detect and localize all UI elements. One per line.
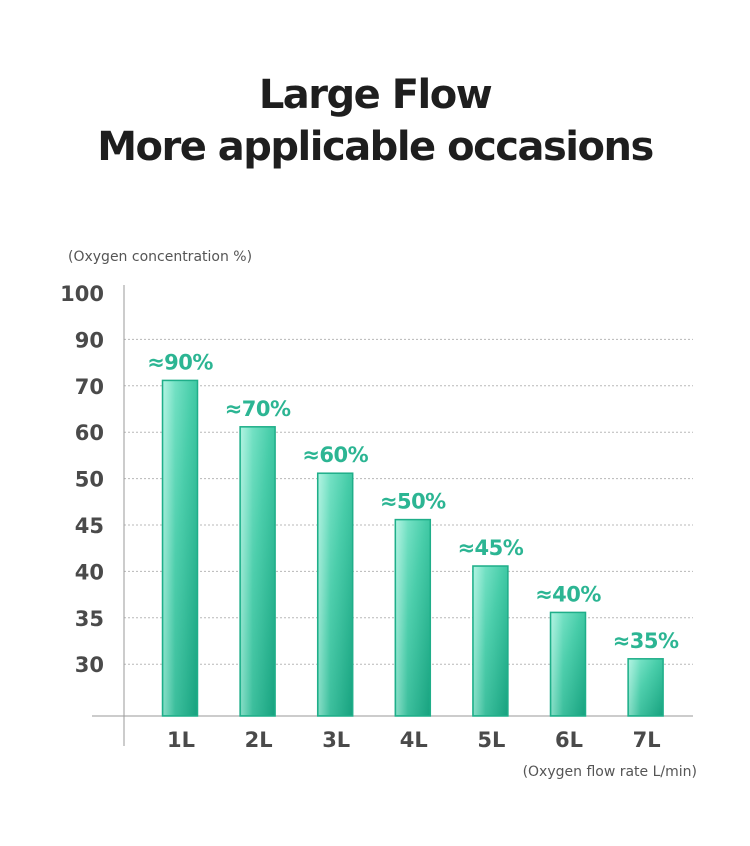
data-label: ≈40% — [535, 582, 601, 606]
bar-highlight — [241, 427, 275, 715]
y-tick-label: 40 — [75, 560, 104, 584]
x-tick-label: 3L — [322, 728, 350, 752]
y-tick-label: 90 — [75, 328, 104, 352]
x-tick-labels: 1L 2L 3L 4L 5L 6L 7L — [167, 728, 661, 752]
bar-highlight — [396, 520, 430, 715]
y-tick-label: 100 — [60, 282, 104, 306]
x-tick-label: 4L — [400, 728, 428, 752]
chart-title-line-1: Large Flow — [258, 72, 493, 118]
y-tick-label: 60 — [75, 421, 104, 445]
x-axis-label: (Oxygen flow rate L/min) — [523, 764, 697, 780]
x-tick-label: 5L — [477, 728, 505, 752]
chart-title-line-2: More applicable occasions — [97, 124, 654, 170]
y-tick-label: 30 — [75, 653, 104, 677]
y-tick-label: 50 — [75, 468, 104, 492]
x-tick-label: 6L — [555, 728, 583, 752]
data-label: ≈45% — [457, 536, 523, 560]
data-label: ≈50% — [380, 490, 446, 514]
y-axis-label: (Oxygen concentration %) — [68, 249, 252, 265]
x-tick-label: 1L — [167, 728, 195, 752]
data-label: ≈70% — [225, 397, 291, 421]
x-tick-label: 2L — [245, 728, 273, 752]
bars — [161, 379, 664, 717]
data-label: ≈90% — [147, 350, 213, 374]
y-tick-labels: 100 90 70 60 50 45 40 35 30 — [60, 282, 104, 677]
data-label: ≈60% — [302, 443, 368, 467]
bar-highlight — [318, 474, 352, 715]
y-tick-label: 70 — [75, 375, 104, 399]
bar-highlight — [473, 567, 507, 715]
y-tick-label: 45 — [75, 514, 104, 538]
bar-highlight — [629, 659, 663, 715]
data-label: ≈35% — [613, 629, 679, 653]
y-tick-label: 35 — [75, 607, 104, 631]
data-labels: ≈90% ≈70% ≈60% ≈50% ≈45% ≈40% ≈35% — [147, 350, 679, 652]
bar-highlight — [163, 381, 197, 715]
x-tick-label: 7L — [633, 728, 661, 752]
bar-highlight — [551, 613, 585, 715]
